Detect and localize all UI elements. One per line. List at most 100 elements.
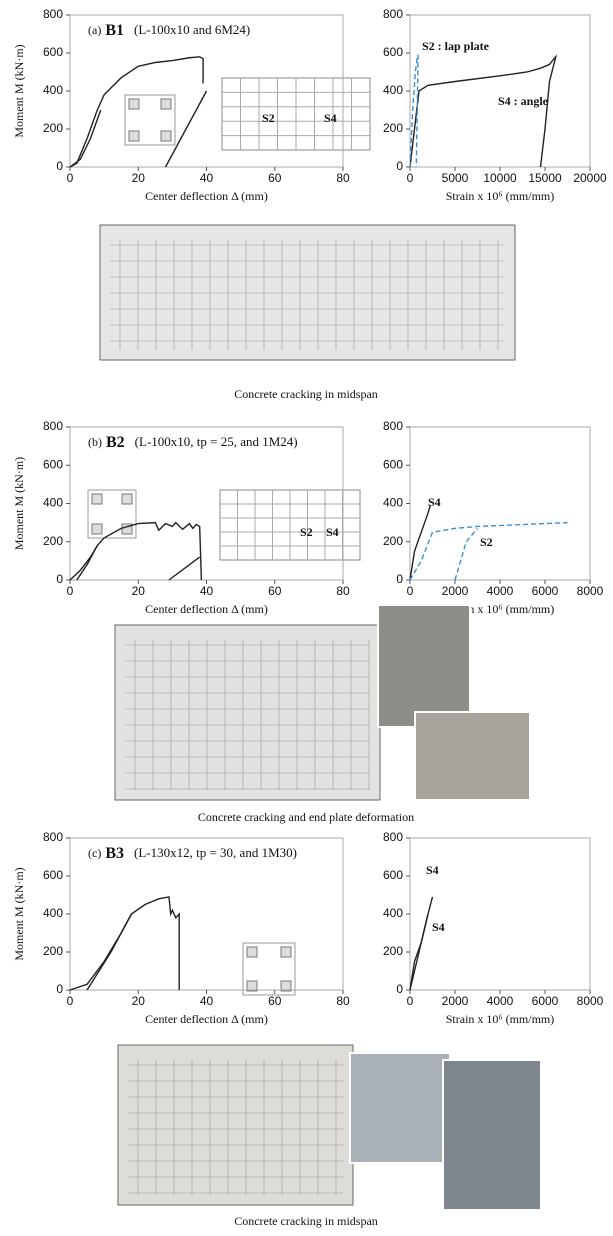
- bolt-icon: [160, 130, 172, 142]
- annotation: S2: [480, 535, 493, 549]
- y-tick-label: 200: [43, 944, 63, 958]
- y-tick-label: 400: [43, 906, 63, 920]
- chart-subtitle: (L-100x10 and 6M24): [134, 22, 250, 37]
- y-axis-label: Moment M (kN·m): [12, 44, 26, 137]
- y-axis-label: Moment M (kN·m): [12, 867, 26, 960]
- bolt-icon: [280, 980, 292, 992]
- data-line: [409, 54, 558, 168]
- x-axis-label: Center deflection Δ (mm): [145, 189, 268, 203]
- cross-section: [87, 489, 137, 539]
- y-tick-label: 800: [43, 7, 63, 21]
- photo: [442, 1059, 542, 1211]
- x-tick-label: 2000: [442, 994, 469, 1008]
- data-line: [164, 90, 208, 168]
- x-tick-label: 8000: [577, 584, 604, 598]
- x-tick-label: 0: [67, 994, 74, 1008]
- cross-section: [242, 942, 296, 996]
- panel-label: (a): [88, 23, 101, 37]
- x-tick-label: 4000: [487, 584, 514, 598]
- data-line: [454, 527, 479, 581]
- y-tick-label: 800: [43, 830, 63, 844]
- y-tick-label: 200: [43, 121, 63, 135]
- panel-label: (b): [88, 435, 102, 449]
- bolt-icon: [280, 946, 292, 958]
- x-axis-label: Center deflection Δ (mm): [145, 1012, 268, 1026]
- data-line: [69, 109, 102, 168]
- y-tick-label: 200: [383, 121, 403, 135]
- bolt-icon: [246, 946, 258, 958]
- data-line: [409, 521, 568, 581]
- y-tick-label: 800: [383, 419, 403, 433]
- x-axis-label: Center deflection Δ (mm): [145, 602, 268, 616]
- y-tick-label: 0: [56, 572, 63, 586]
- x-tick-label: 20: [132, 584, 146, 598]
- x-tick-label: 6000: [532, 584, 559, 598]
- x-tick-label: 40: [200, 171, 214, 185]
- chart-title: (a) B1 (L-100x10 and 6M24): [88, 22, 250, 39]
- x-tick-label: 60: [268, 584, 282, 598]
- x-tick-label: 5000: [442, 171, 469, 185]
- photo: [349, 1052, 451, 1164]
- annotation: S4: [324, 111, 337, 125]
- y-tick-label: 600: [383, 457, 403, 471]
- bolt-icon: [91, 523, 103, 535]
- x-tick-label: 8000: [577, 994, 604, 1008]
- bolt-icon: [128, 130, 140, 142]
- x-tick-label: 2000: [442, 584, 469, 598]
- x-tick-label: 0: [67, 171, 74, 185]
- data-line: [69, 56, 204, 168]
- annotation: S4: [426, 863, 439, 877]
- annotation: S2: [262, 111, 275, 125]
- data-line: [76, 545, 98, 581]
- y-tick-label: 0: [396, 572, 403, 586]
- y-tick-label: 0: [56, 159, 63, 173]
- x-tick-label: 60: [268, 171, 282, 185]
- annotation: S2: [300, 525, 313, 539]
- x-tick-label: 4000: [487, 994, 514, 1008]
- photo: [117, 1044, 354, 1206]
- y-tick-label: 400: [43, 83, 63, 97]
- x-tick-label: 40: [200, 994, 214, 1008]
- annotation: S4: [432, 920, 445, 934]
- chart-subtitle: (L-100x10, tp = 25, and 1M24): [135, 434, 298, 449]
- x-tick-label: 40: [200, 584, 214, 598]
- data-line: [409, 505, 431, 581]
- chart-subtitle: (L-130x12, tp = 30, and 1M30): [134, 845, 297, 860]
- data-line: [69, 896, 180, 991]
- y-tick-label: 400: [383, 496, 403, 510]
- photo: [377, 604, 471, 728]
- y-tick-label: 600: [43, 868, 63, 882]
- annotation: S4: [326, 525, 339, 539]
- x-axis-label: Strain x 10⁶ (mm/mm): [446, 602, 555, 616]
- y-tick-label: 600: [43, 45, 63, 59]
- bolt-icon: [246, 980, 258, 992]
- caption: Concrete cracking in midspan: [234, 1214, 378, 1228]
- x-tick-label: 20: [132, 171, 146, 185]
- y-tick-label: 600: [43, 457, 63, 471]
- y-tick-label: 600: [383, 45, 403, 59]
- annotation: S4: [428, 495, 441, 509]
- x-tick-label: 20: [132, 994, 146, 1008]
- y-tick-label: 200: [383, 534, 403, 548]
- x-tick-label: 10000: [483, 171, 517, 185]
- panel-label: (c): [88, 846, 101, 860]
- x-tick-label: 60: [268, 994, 282, 1008]
- data-line: [409, 913, 429, 991]
- x-tick-label: 0: [407, 171, 414, 185]
- photo: [414, 711, 531, 801]
- data-line: [409, 54, 419, 168]
- annotation: S2 : lap plate: [422, 39, 490, 53]
- y-tick-label: 0: [396, 982, 403, 996]
- bolt-icon: [121, 493, 133, 505]
- y-tick-label: 200: [43, 534, 63, 548]
- y-tick-label: 0: [396, 159, 403, 173]
- bolt-icon: [160, 98, 172, 110]
- x-tick-label: 80: [336, 584, 350, 598]
- caption: Concrete cracking in midspan: [234, 387, 378, 401]
- photo: [114, 624, 381, 801]
- bolt-icon: [128, 98, 140, 110]
- y-tick-label: 200: [383, 944, 403, 958]
- annotation: S4 : angle: [498, 94, 549, 108]
